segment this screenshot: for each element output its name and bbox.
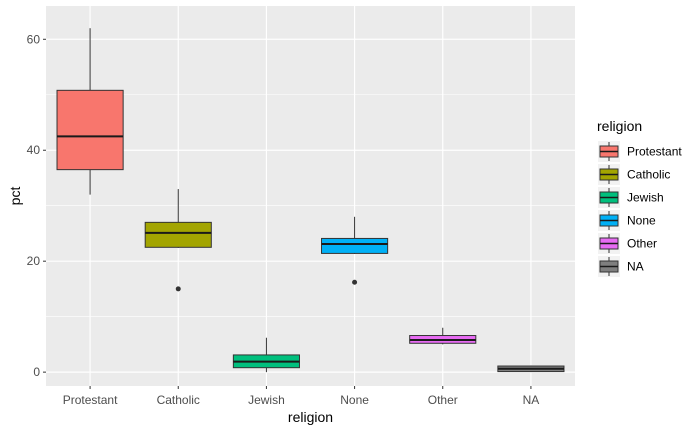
- box-other: [409, 327, 477, 345]
- major-gridlines: [46, 6, 575, 386]
- minor-gridlines: [46, 94, 575, 317]
- plot-panel: [46, 6, 575, 386]
- legend-label: Jewish: [627, 191, 664, 205]
- legend-title: religion: [597, 118, 642, 134]
- box-protestant: [56, 28, 124, 195]
- box-jewish: [232, 337, 300, 373]
- legend-label: Catholic: [627, 168, 670, 182]
- box-na: [497, 365, 565, 373]
- outlier-point: [352, 279, 358, 285]
- outlier-point: [175, 286, 181, 292]
- x-axis-title: religion: [288, 409, 333, 425]
- box-iqr: [56, 89, 124, 171]
- x-tick-label: Jewish: [248, 393, 285, 407]
- y-tick-label: 20: [27, 254, 41, 268]
- legend-label: Other: [627, 237, 657, 251]
- legend-item-protestant: Protestant: [598, 141, 682, 162]
- boxes-layer: [56, 28, 565, 373]
- box-catholic: [144, 189, 212, 292]
- box-iqr: [144, 221, 212, 248]
- legend-label: NA: [627, 260, 644, 274]
- x-tick-label: Catholic: [157, 393, 200, 407]
- x-tick-label: NA: [523, 393, 540, 407]
- x-axis: Protestant Catholic Jewish None Other NA: [63, 386, 540, 407]
- y-axis-title: pct: [7, 187, 23, 206]
- y-tick-label: 0: [33, 365, 40, 379]
- x-tick-label: None: [340, 393, 369, 407]
- legend: religion Protestant Catholic Jewish None Oth…: [597, 118, 682, 277]
- y-tick-label: 40: [27, 143, 41, 157]
- legend-item-none: None: [598, 210, 656, 231]
- legend-item-na: NA: [598, 256, 644, 277]
- x-tick-label: Other: [428, 393, 458, 407]
- y-axis: 0 20 40 60: [27, 32, 46, 379]
- y-tick-label: 60: [27, 32, 41, 46]
- x-tick-label: Protestant: [63, 393, 118, 407]
- box-iqr: [321, 237, 389, 254]
- box-none: [321, 216, 389, 285]
- legend-label: None: [627, 214, 656, 228]
- legend-label: Protestant: [627, 145, 682, 159]
- legend-item-other: Other: [598, 233, 657, 254]
- legend-item-catholic: Catholic: [598, 164, 670, 185]
- legend-item-jewish: Jewish: [598, 187, 664, 208]
